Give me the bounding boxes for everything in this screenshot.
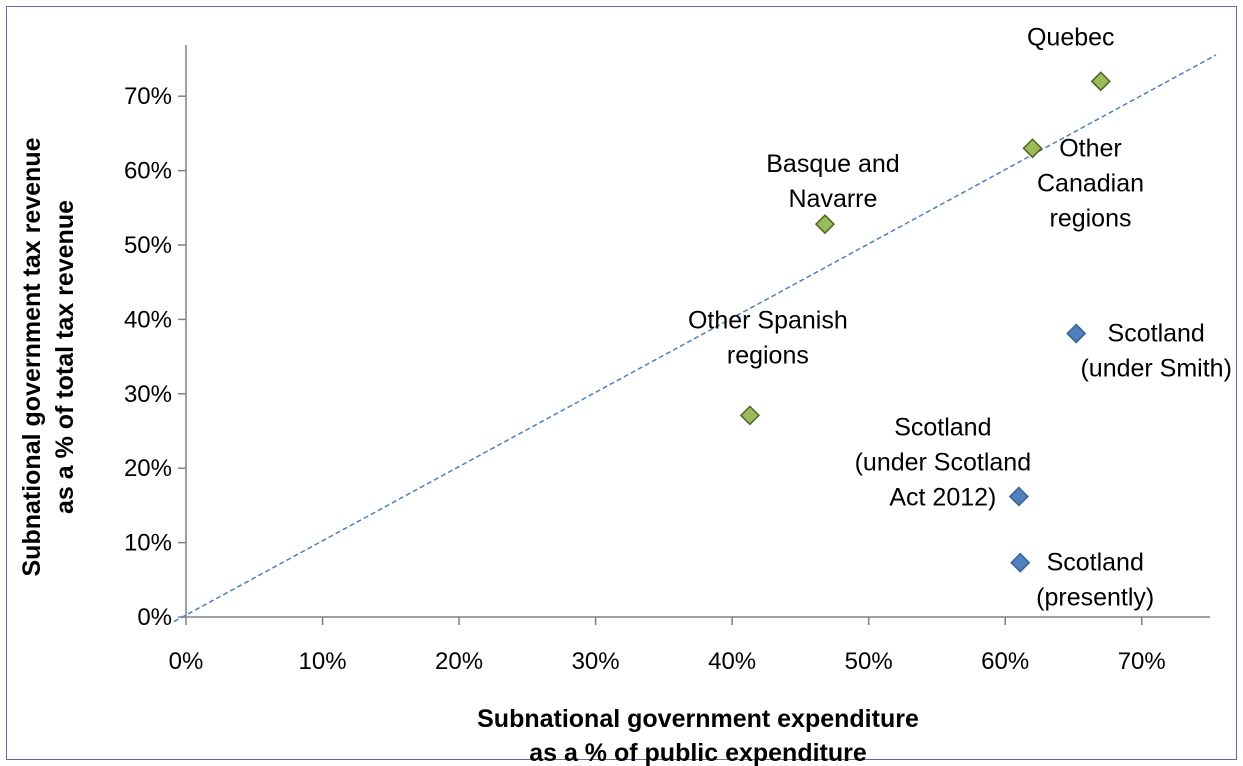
y-tick-label: 60% xyxy=(124,158,172,185)
point-label: Act 2012) xyxy=(889,483,996,511)
y-axis-title: Subnational government tax revenue xyxy=(18,137,46,576)
point-label: regions xyxy=(727,341,809,369)
x-tick-label: 40% xyxy=(708,648,756,675)
y-tick-label: 10% xyxy=(124,530,172,557)
y-tick-label: 40% xyxy=(124,306,172,333)
x-tick-label: 30% xyxy=(572,648,620,675)
trendline xyxy=(173,54,1217,623)
point-label: Canadian xyxy=(1037,169,1144,197)
chart-frame xyxy=(6,6,1237,760)
y-axis-title: as a % of total tax revenue xyxy=(51,200,79,514)
point-label: regions xyxy=(1050,204,1132,232)
y-tick-label: 70% xyxy=(124,83,172,110)
axes: 0% 10% 20% 30% 40% 50% 60% 70% 0% 10% 20% 30% 40% 50%… xyxy=(124,45,1210,675)
point-label: Other Spanish xyxy=(688,306,848,334)
data-point-blue xyxy=(1066,323,1087,344)
point-labels: Quebec Other Canadian regions Basque and Nava… xyxy=(688,23,1232,611)
x-axis-title: as a % of public expenditure xyxy=(529,739,867,766)
point-label: Scotland xyxy=(894,413,991,441)
point-label: Quebec xyxy=(1027,23,1115,51)
x-tick-label: 70% xyxy=(1118,648,1166,675)
point-label: Basque and xyxy=(766,150,899,178)
y-tick-label: 20% xyxy=(124,455,172,482)
x-tick-label: 50% xyxy=(845,648,893,675)
y-tick-label: 50% xyxy=(124,232,172,259)
x-tick-label: 0% xyxy=(169,648,204,675)
axis-titles: Subnational government expenditure as a %… xyxy=(18,137,919,766)
x-axis-title: Subnational government expenditure xyxy=(477,705,919,733)
y-axis-title-group: Subnational government tax revenue as a %… xyxy=(18,137,79,576)
x-tick-label: 20% xyxy=(435,648,483,675)
data-point-green xyxy=(1022,138,1043,159)
data-points xyxy=(739,71,1111,573)
y-tick-label: 0% xyxy=(137,604,172,631)
y-tick-label: 30% xyxy=(124,381,172,408)
x-tick-label: 10% xyxy=(299,648,347,675)
data-point-blue xyxy=(1008,486,1029,507)
data-point-blue xyxy=(1010,552,1031,573)
data-point-green xyxy=(1090,71,1111,92)
point-label: (under Scotland xyxy=(855,448,1032,476)
point-label: (under Smith) xyxy=(1080,355,1231,383)
x-tick-label: 60% xyxy=(981,648,1029,675)
point-label: Other xyxy=(1059,134,1122,162)
data-point-green xyxy=(814,214,836,235)
point-label: Scotland xyxy=(1108,320,1205,348)
point-label: Navarre xyxy=(789,185,878,213)
point-label: (presently) xyxy=(1036,584,1154,612)
point-label: Scotland xyxy=(1047,549,1144,577)
data-point-green xyxy=(739,405,760,426)
